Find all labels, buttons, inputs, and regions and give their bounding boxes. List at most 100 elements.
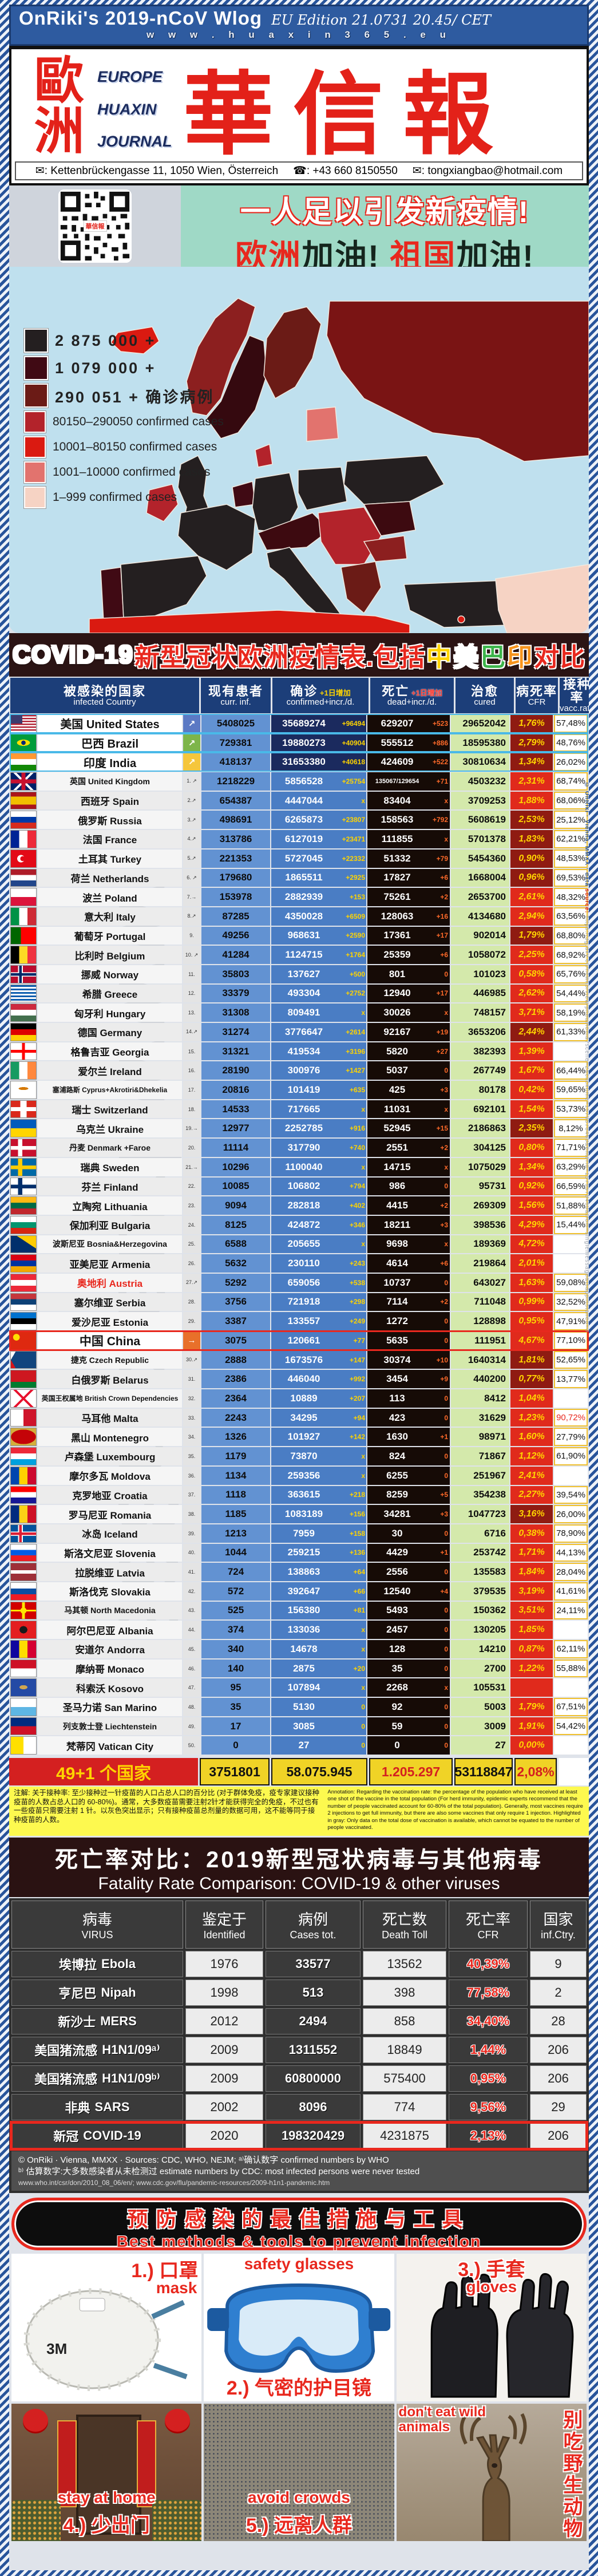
current-infected-cell: 10296 bbox=[201, 1157, 270, 1176]
flag-icon bbox=[10, 1485, 37, 1504]
dead-value: 824 bbox=[389, 1450, 406, 1461]
virus-identified: 2002 bbox=[185, 2094, 263, 2121]
fatality-footer-line2: ᵇ⁾ 估算数字:大多数感染者从未检测过 estimate numbers by … bbox=[18, 2167, 420, 2177]
confirmed-increase: +218 bbox=[349, 1491, 365, 1499]
rank-cell: 46. bbox=[183, 1659, 200, 1678]
table-row: 梵蒂冈 Vatican City 50. 0 27 0 0 0 27 0,00% bbox=[10, 1736, 588, 1755]
confirmed-cell: 1865511 +2925 bbox=[271, 868, 366, 887]
cured-cell: 1668004 bbox=[451, 868, 509, 887]
dead-cell: 92167 +19 bbox=[367, 1023, 450, 1041]
dead-increase: 0 bbox=[444, 1722, 448, 1730]
flag-icon bbox=[10, 1332, 37, 1350]
cured-cell: 2186863 bbox=[451, 1119, 509, 1138]
table-row: 芬兰 Finland 22. 10085 106802 +794 986 0 95731 0,9… bbox=[10, 1177, 588, 1196]
dead-increase: +17 bbox=[436, 989, 448, 998]
current-infected-cell: 17 bbox=[201, 1717, 270, 1736]
column-header-zh: 死亡 +1日增加 bbox=[382, 683, 442, 698]
rank-cell: 42. bbox=[183, 1582, 200, 1601]
cured-cell: 643027 bbox=[451, 1273, 509, 1292]
column-header-sub: +1日增加 bbox=[318, 688, 351, 697]
cfr-cell: 1,85% bbox=[510, 1621, 553, 1639]
dead-value: 6255 bbox=[386, 1469, 408, 1481]
legend-item: 290 051 + 确诊病例 bbox=[23, 383, 224, 408]
confirmed-value: 717665 bbox=[287, 1103, 320, 1115]
dead-cell: 128063 +16 bbox=[367, 907, 450, 926]
confirmed-increase: +243 bbox=[349, 1259, 365, 1268]
rank-cell: 19.→ bbox=[183, 1119, 200, 1138]
confirmed-increase: +6509 bbox=[346, 912, 365, 920]
dead-increase: +5 bbox=[440, 1491, 448, 1499]
confirmed-increase: +40904 bbox=[342, 738, 365, 747]
dead-increase: 0 bbox=[444, 1664, 448, 1673]
dead-increase: +3 bbox=[440, 1220, 448, 1229]
country-name: 塞尔维亚 Serbia bbox=[38, 1293, 182, 1311]
dead-cell: 135067/129654 +71 bbox=[367, 772, 450, 791]
current-infected-cell: 0 bbox=[201, 1736, 270, 1755]
cfr-cell: 2,94% bbox=[510, 907, 553, 926]
dead-value: 17361 bbox=[383, 930, 411, 941]
virus-identified: 2009 bbox=[185, 2037, 263, 2064]
confirmed-value: 107894 bbox=[287, 1682, 320, 1693]
dead-increase: +6 bbox=[440, 951, 448, 959]
confirmed-increase: +207 bbox=[349, 1394, 365, 1402]
table-row: 印度 India ↗ 418137 31653380 +40618 424609 +522 3… bbox=[10, 752, 588, 772]
virus-column-header-zh: 鉴定于 bbox=[201, 1911, 247, 1929]
dead-cell: 18211 +3 bbox=[367, 1215, 450, 1234]
dead-value: 555512 bbox=[381, 737, 414, 748]
table-row: 爱尔兰 Ireland 16. 28190 300976 +1427 5037 0 26774… bbox=[10, 1061, 588, 1080]
column-header-en: dead+incr./d. bbox=[387, 697, 437, 707]
current-infected-cell: 12977 bbox=[201, 1119, 270, 1138]
phone-icon: ☎ bbox=[293, 165, 307, 177]
current-infected-cell: 5292 bbox=[201, 1273, 270, 1292]
country-name: 冰岛 Iceland bbox=[38, 1524, 182, 1543]
confirmed-cell: 1100040 x bbox=[271, 1157, 366, 1176]
table-row: 塞浦路斯 Cyprus+Akrotiri&Dhekelia 17. 20816 101… bbox=[10, 1081, 588, 1099]
rank-cell: 39. bbox=[183, 1524, 200, 1543]
country-name: 阿尔巴尼亚 Albania bbox=[38, 1621, 182, 1639]
flag-icon bbox=[10, 1139, 37, 1157]
virus-name-en: Ebola bbox=[101, 1957, 136, 1971]
fatality-table-header: 病毒 VIRUS 鉴定于 Identified 病例 Cases tot. 死亡数 Death… bbox=[11, 1901, 587, 1949]
dead-increase: 0 bbox=[444, 1413, 448, 1422]
column-header: 被感染的国家 infected Country bbox=[10, 678, 199, 713]
flag-icon bbox=[10, 791, 37, 810]
flag-icon bbox=[10, 772, 37, 791]
vacc-rate-cell bbox=[554, 1042, 588, 1061]
current-infected-cell: 3075 bbox=[201, 1332, 270, 1350]
confirmed-cell: 5856528 +25754 bbox=[271, 772, 366, 791]
table-row: 挪威 Norway 11. 35803 137627 +500 801 0 101023 0,5… bbox=[10, 965, 588, 983]
country-name: 摩纳哥 Monaco bbox=[38, 1659, 182, 1678]
country-name: 塞浦路斯 Cyprus+Akrotiri&Dhekelia bbox=[38, 1081, 182, 1099]
country-shape-benelux bbox=[232, 481, 256, 508]
table-row: 立陶宛 Lithuania 23. 9094 282818 +402 4415 +2 2693… bbox=[10, 1196, 588, 1215]
flag-icon bbox=[10, 1408, 37, 1427]
totals-vacc-blank bbox=[559, 1758, 589, 1786]
confirmed-cell: 10889 +207 bbox=[271, 1389, 366, 1408]
confirmed-increase: +2590 bbox=[346, 931, 365, 940]
current-infected-cell: 31308 bbox=[201, 1003, 270, 1022]
vacc-rate-cell: 47,91% bbox=[554, 1312, 588, 1330]
dead-value: 14715 bbox=[383, 1161, 411, 1172]
dead-value: 83404 bbox=[383, 795, 411, 806]
confirmed-value: 5727045 bbox=[284, 852, 323, 864]
confirmed-increase: +500 bbox=[349, 970, 365, 978]
rank-cell: 36. bbox=[183, 1466, 200, 1485]
dead-value: 4415 bbox=[386, 1200, 408, 1211]
confirmed-value: 392647 bbox=[287, 1585, 320, 1597]
confirmed-cell: 317790 +740 bbox=[271, 1139, 366, 1157]
legend-swatch bbox=[23, 410, 46, 433]
dead-value: 0 bbox=[394, 1740, 400, 1751]
country-name: 葡萄牙 Portugal bbox=[38, 926, 182, 945]
virus-identified: 2020 bbox=[185, 2123, 263, 2150]
avoid-crowds-caption-zh: 5.) 远离人群 bbox=[245, 2514, 353, 2537]
confirmed-value: 106802 bbox=[287, 1180, 320, 1192]
cfr-cell: 3,16% bbox=[510, 1505, 553, 1523]
table-row: 荷兰 Netherlands 6. ↗ 179680 1865511 +2925 1782… bbox=[10, 868, 588, 887]
confirmed-cell: 6127019 +23471 bbox=[271, 830, 366, 848]
confirmed-cell: 446040 +992 bbox=[271, 1370, 366, 1389]
country-name: 乌克兰 Ukraine bbox=[38, 1119, 182, 1138]
fatality-title-band: 死亡率对比：2019新型冠状病毒与其他病毒 Fatality Rate Comp… bbox=[9, 1838, 589, 1898]
confirmed-increase: +96494 bbox=[342, 719, 365, 728]
dead-cell: 2551 +2 bbox=[367, 1139, 450, 1157]
